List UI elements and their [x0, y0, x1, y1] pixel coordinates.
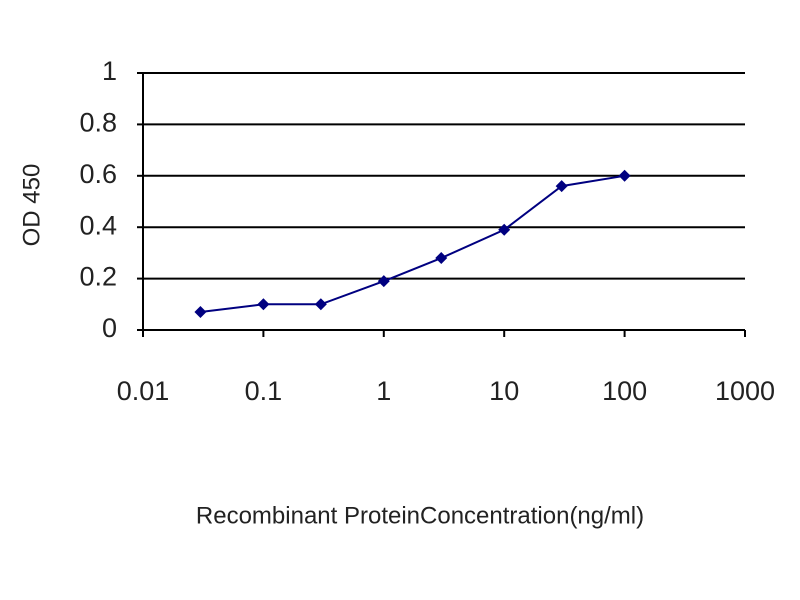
- x-tick-label: 0.01: [117, 376, 170, 406]
- y-tick-label: 0.8: [79, 108, 117, 138]
- data-point: [194, 306, 207, 319]
- data-point: [618, 169, 631, 182]
- y-tick-label: 0.6: [79, 159, 117, 189]
- series-line: [200, 174, 625, 314]
- y-tick-label: 1: [102, 56, 117, 86]
- y-axis-label: OD 450: [18, 164, 45, 247]
- data-point: [314, 298, 327, 311]
- y-tick-label: 0: [102, 313, 117, 343]
- data-point: [377, 275, 390, 288]
- x-tick-label: 10: [489, 376, 519, 406]
- data-point: [498, 223, 511, 236]
- x-tick-label: 100: [602, 376, 647, 406]
- x-tick-label: 1000: [715, 376, 775, 406]
- x-tick-label: 0.1: [245, 376, 283, 406]
- x-axis-label: Recombinant ProteinConcentration(ng/ml): [196, 502, 644, 529]
- y-tick-label: 0.2: [79, 262, 117, 292]
- data-point: [555, 180, 568, 193]
- y-tick-label: 0.4: [79, 210, 117, 240]
- data-point: [435, 252, 448, 265]
- data-point: [257, 298, 270, 311]
- x-tick-label: 1: [376, 376, 391, 406]
